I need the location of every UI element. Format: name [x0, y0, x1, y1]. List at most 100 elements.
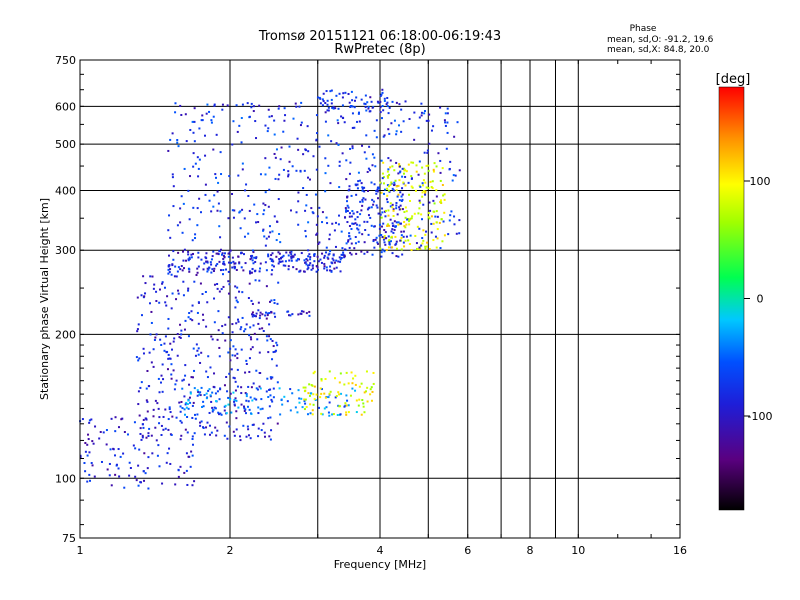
data-point: [171, 292, 174, 295]
data-point: [191, 120, 194, 123]
data-point: [174, 265, 177, 268]
data-point: [421, 184, 424, 187]
data-point: [268, 405, 271, 408]
data-point: [177, 266, 180, 269]
data-point: [269, 438, 272, 441]
data-point: [224, 404, 227, 407]
data-point: [311, 384, 314, 387]
data-point: [283, 395, 286, 398]
data-point: [290, 259, 293, 262]
data-point: [237, 174, 240, 177]
data-point: [184, 374, 187, 377]
data-point: [395, 207, 398, 210]
data-point: [393, 169, 396, 172]
data-point: [164, 408, 167, 411]
data-point: [154, 399, 157, 402]
data-point: [391, 225, 394, 228]
data-point: [265, 237, 268, 240]
data-point: [403, 225, 406, 228]
data-point: [205, 252, 208, 255]
data-point: [263, 235, 266, 238]
data-point: [200, 211, 203, 214]
data-point: [329, 182, 332, 185]
data-point: [338, 393, 341, 396]
data-point: [179, 221, 182, 224]
data-point: [313, 385, 316, 388]
data-point: [371, 198, 374, 201]
data-point: [213, 194, 216, 197]
data-point: [236, 286, 239, 289]
data-point: [172, 369, 175, 372]
data-point: [420, 244, 423, 247]
data-point: [282, 168, 285, 171]
data-point: [109, 448, 112, 451]
data-point: [149, 333, 152, 336]
colorbar-gradient: [718, 86, 745, 511]
data-point: [408, 223, 411, 226]
data-point: [197, 353, 200, 356]
data-point: [236, 368, 239, 371]
data-points: [79, 88, 461, 490]
data-point: [337, 260, 340, 263]
data-point: [400, 230, 403, 233]
data-point: [401, 253, 404, 256]
data-point: [387, 157, 390, 160]
data-point: [302, 386, 305, 389]
data-point: [276, 344, 279, 347]
data-point: [324, 172, 327, 175]
data-point: [204, 193, 207, 196]
data-point: [428, 113, 431, 116]
data-point: [205, 426, 208, 429]
data-point: [251, 423, 254, 426]
data-point: [384, 237, 387, 240]
data-point: [299, 269, 302, 272]
data-point: [261, 407, 264, 410]
data-point: [235, 268, 238, 271]
data-point: [87, 438, 90, 441]
data-point: [206, 421, 209, 424]
data-point: [443, 198, 446, 201]
data-point: [446, 121, 449, 124]
data-point: [453, 215, 456, 218]
data-point: [214, 392, 217, 395]
data-point: [105, 443, 108, 446]
data-point: [347, 404, 350, 407]
data-point: [177, 251, 180, 254]
data-point: [322, 92, 325, 95]
data-point: [247, 232, 250, 235]
data-point: [163, 342, 166, 345]
data-point: [365, 134, 368, 137]
data-point: [272, 345, 275, 348]
data-point: [326, 109, 329, 112]
data-point: [196, 311, 199, 314]
data-point: [418, 184, 421, 187]
data-point: [226, 437, 229, 440]
data-point: [221, 252, 224, 255]
data-point: [401, 187, 404, 190]
data-point: [372, 200, 375, 203]
data-point: [186, 415, 189, 418]
data-point: [306, 125, 309, 128]
data-point: [376, 100, 379, 103]
data-point: [343, 383, 346, 386]
data-point: [255, 221, 258, 224]
data-point: [283, 119, 286, 122]
data-point: [315, 132, 318, 135]
data-point: [235, 104, 238, 107]
data-point: [443, 234, 446, 237]
data-point: [183, 267, 186, 270]
data-point: [188, 312, 191, 315]
data-point: [360, 182, 363, 185]
data-point: [187, 189, 190, 192]
data-point: [379, 213, 382, 216]
data-point: [163, 286, 166, 289]
data-point: [391, 100, 394, 103]
data-point: [252, 423, 255, 426]
data-point: [382, 176, 385, 179]
data-point: [380, 117, 383, 120]
data-point: [330, 261, 333, 264]
data-point: [232, 391, 235, 394]
data-point: [366, 208, 369, 211]
data-point: [273, 152, 276, 155]
data-point: [355, 193, 358, 196]
